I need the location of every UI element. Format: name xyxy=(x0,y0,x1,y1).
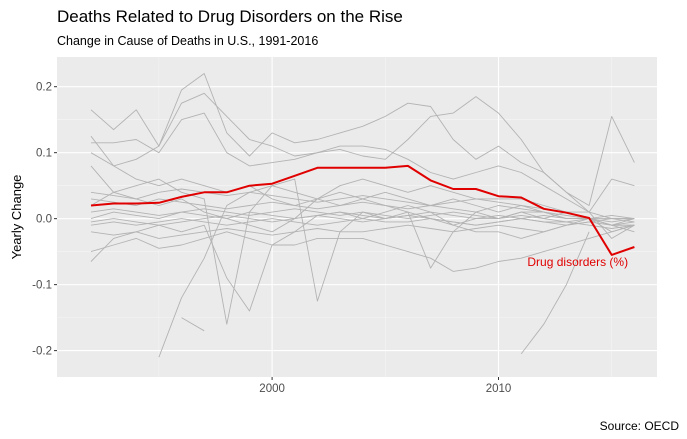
y-tick-label: 0.2 xyxy=(36,82,52,94)
series-line xyxy=(91,96,635,206)
y-tick-label: 0.0 xyxy=(36,214,52,226)
series-layer xyxy=(90,73,635,358)
series-line xyxy=(90,214,635,226)
series-line xyxy=(90,92,635,213)
highlight-layer xyxy=(90,164,635,256)
series-line xyxy=(90,224,635,272)
source-caption: Source: OECD xyxy=(599,419,679,433)
series-line xyxy=(90,221,635,239)
y-axis-title: Yearly Change xyxy=(9,175,24,260)
grid-minor xyxy=(57,57,657,377)
series-line xyxy=(90,165,635,233)
y-tick-label: -0.2 xyxy=(32,346,52,358)
chart-subtitle: Change in Cause of Deaths in U.S., 1991-… xyxy=(57,34,319,48)
y-tick-label: 0.1 xyxy=(36,148,52,160)
annotation-drug-disorders: Drug disorders (%) xyxy=(527,255,628,269)
chart-title: Deaths Related to Drug Disorders on the … xyxy=(57,7,403,26)
series-line xyxy=(181,231,590,355)
x-tick-label: 2010 xyxy=(486,383,512,395)
series-line-drug-disorders xyxy=(90,164,635,256)
series-line xyxy=(90,152,635,226)
x-axis-ticks: 2000 2010 xyxy=(259,377,511,395)
x-tick-label: 2000 xyxy=(259,383,285,395)
y-tick-label: -0.1 xyxy=(32,280,52,292)
series-line xyxy=(90,208,635,223)
y-axis-ticks: -0.2 -0.1 0.0 0.1 0.2 xyxy=(32,82,57,358)
